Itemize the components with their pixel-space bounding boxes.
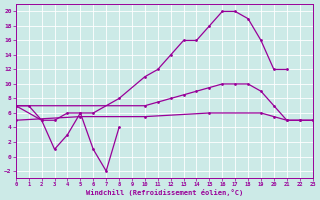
X-axis label: Windchill (Refroidissement éolien,°C): Windchill (Refroidissement éolien,°C) (85, 189, 243, 196)
